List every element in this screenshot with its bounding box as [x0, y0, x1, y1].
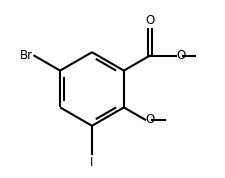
Text: O: O	[144, 14, 154, 27]
Text: O: O	[176, 49, 185, 62]
Text: O: O	[145, 113, 154, 126]
Text: Br: Br	[20, 49, 33, 62]
Text: I: I	[90, 156, 93, 169]
